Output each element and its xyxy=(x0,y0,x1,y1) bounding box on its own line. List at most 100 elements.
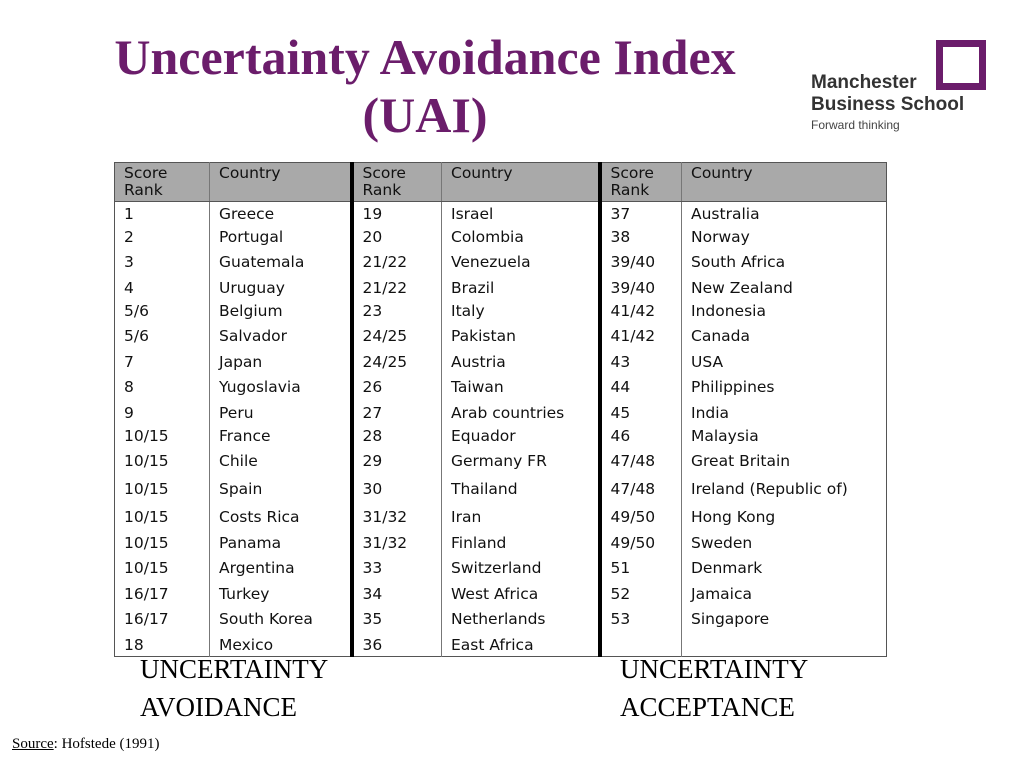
uncertainty-avoidance-label: UNCERTAINTY AVOIDANCE xyxy=(140,654,329,722)
table-row: 10/15 Panama 31/32 Finland 49/50 Sweden xyxy=(114,531,887,554)
rank-cell: 3 xyxy=(114,248,210,276)
table-row: 16/17 Turkey 34 West Africa 52 Jamaica xyxy=(114,582,887,605)
source-text: : Hofstede (1991) xyxy=(53,736,160,752)
country-cell: Ireland (Republic of) xyxy=(691,480,848,498)
rank-cell: 53 xyxy=(599,605,682,633)
country-cell: Canada xyxy=(691,327,750,345)
slide-title: Uncertainty Avoidance Index (UAI) xyxy=(40,28,810,144)
rank-cell xyxy=(599,633,682,657)
country-cell: Chile xyxy=(209,447,354,475)
country-cell: Peru xyxy=(209,401,354,424)
country-cell: Venezuela xyxy=(441,248,602,276)
country-cell: Spain xyxy=(209,475,354,503)
country-cell: Belgium xyxy=(209,299,354,322)
square-outline-icon xyxy=(936,40,986,90)
country-cell: Japan xyxy=(209,350,354,373)
table-row: 4 Uruguay 21/22 Brazil 39/40 New Zealand xyxy=(114,276,887,299)
rank-cell: 10/15 xyxy=(114,503,210,531)
table-row: 8 Yugoslavia 26 Taiwan 44 Philippines xyxy=(114,373,887,401)
table-row: 1 Greece 19 Israel 37 Australia xyxy=(114,201,887,225)
country-cell: Guatemala xyxy=(209,248,354,276)
rank-cell: 18 xyxy=(114,633,210,657)
rank-cell: 47/48 xyxy=(599,447,682,475)
header-score-rank: Score Rank xyxy=(114,162,210,202)
country-cell: Greece xyxy=(209,201,354,225)
country-cell: Portugal xyxy=(209,225,354,248)
rank-cell: 49/50 xyxy=(599,503,682,531)
rank-cell: 39/40 xyxy=(599,276,682,299)
rank-cell: 2 xyxy=(114,225,210,248)
country-cell: Australia xyxy=(691,204,760,223)
country-cell: France xyxy=(209,424,354,447)
country-cell: West Africa xyxy=(441,582,602,605)
rank-cell: 51 xyxy=(599,554,682,582)
country-cell: Arab countries xyxy=(441,401,602,424)
logo-line-2: Business School xyxy=(811,94,965,115)
rank-cell: 10/15 xyxy=(114,475,210,503)
rank-cell: 8 xyxy=(114,373,210,401)
country-cell: Switzerland xyxy=(441,554,602,582)
rank-cell: 10/15 xyxy=(114,554,210,582)
table-row: 3 Guatemala 21/22 Venezuela 39/40 South Afric… xyxy=(114,248,887,276)
uai-ranking-table: Score Rank Country Score Rank Country Sc… xyxy=(114,162,887,657)
country-cell: Taiwan xyxy=(441,373,602,401)
rank-cell: 4 xyxy=(114,276,210,299)
rank-cell: 33 xyxy=(351,554,442,582)
rank-cell: 16/17 xyxy=(114,582,210,605)
country-cell: USA xyxy=(691,352,724,371)
rank-cell: 21/22 xyxy=(351,276,442,299)
country-cell: Argentina xyxy=(209,554,354,582)
country-cell: Austria xyxy=(441,350,602,373)
title-line-1: Uncertainty Avoidance Index xyxy=(114,29,736,85)
country-cell: Norway xyxy=(691,227,750,246)
rank-cell: 10/15 xyxy=(114,424,210,447)
source-citation: Source: Hofstede (1991) xyxy=(12,736,159,753)
rank-cell: 23 xyxy=(351,299,442,322)
country-cell: Yugoslavia xyxy=(209,373,354,401)
country-cell: Iran xyxy=(441,503,602,531)
header-score-rank: Score Rank xyxy=(351,162,442,202)
country-cell: Germany FR xyxy=(441,447,602,475)
table-row: 18 Mexico 36 East Africa xyxy=(114,633,887,657)
rank-cell: 39/40 xyxy=(599,248,682,276)
rank-cell: 10/15 xyxy=(114,447,210,475)
table-row: 9 Peru 27 Arab countries 45 India xyxy=(114,401,887,424)
country-cell: Jamaica xyxy=(691,584,752,603)
rank-cell: 7 xyxy=(114,350,210,373)
country-cell: Costs Rica xyxy=(209,503,354,531)
rank-cell: 31/32 xyxy=(351,531,442,554)
rank-cell: 41/42 xyxy=(599,322,682,350)
rank-cell: 27 xyxy=(351,401,442,424)
table-header-row: Score Rank Country Score Rank Country Sc… xyxy=(114,162,887,202)
table-body: 1 Greece 19 Israel 37 Australia 2 Portugal 20 Col… xyxy=(114,201,887,657)
rank-cell: 30 xyxy=(351,475,442,503)
country-cell: Finland xyxy=(441,531,602,554)
rank-cell: 26 xyxy=(351,373,442,401)
country-cell: Denmark xyxy=(691,559,763,577)
rank-cell: 52 xyxy=(599,582,682,605)
rank-cell: 21/22 xyxy=(351,248,442,276)
country-cell: Hong Kong xyxy=(691,508,776,526)
rank-cell: 38 xyxy=(599,225,682,248)
country-cell: Mexico xyxy=(209,633,354,657)
rank-cell: 9 xyxy=(114,401,210,424)
table-row: 2 Portugal 20 Colombia 38 Norway xyxy=(114,225,887,248)
header-country: Country xyxy=(681,162,887,202)
table-row: 7 Japan 24/25 Austria 43 USA xyxy=(114,350,887,373)
country-cell: India xyxy=(691,403,730,422)
table-row: 10/15 France 28 Equador 46 Malaysia xyxy=(114,424,887,447)
country-cell: Uruguay xyxy=(209,276,354,299)
country-cell: East Africa xyxy=(441,633,602,657)
country-cell: Sweden xyxy=(691,533,753,552)
rank-cell: 19 xyxy=(351,201,442,225)
rank-cell: 35 xyxy=(351,605,442,633)
rank-cell: 5/6 xyxy=(114,322,210,350)
country-cell: Colombia xyxy=(441,225,602,248)
source-label: Source xyxy=(12,736,54,752)
rank-cell: 1 xyxy=(114,201,210,225)
country-cell: Singapore xyxy=(691,610,770,628)
country-cell: South Korea xyxy=(209,605,354,633)
uncertainty-acceptance-label: UNCERTAINTY ACCEPTANCE xyxy=(620,654,809,722)
country-cell: Malaysia xyxy=(691,426,759,445)
country-cell: South Africa xyxy=(691,253,786,271)
